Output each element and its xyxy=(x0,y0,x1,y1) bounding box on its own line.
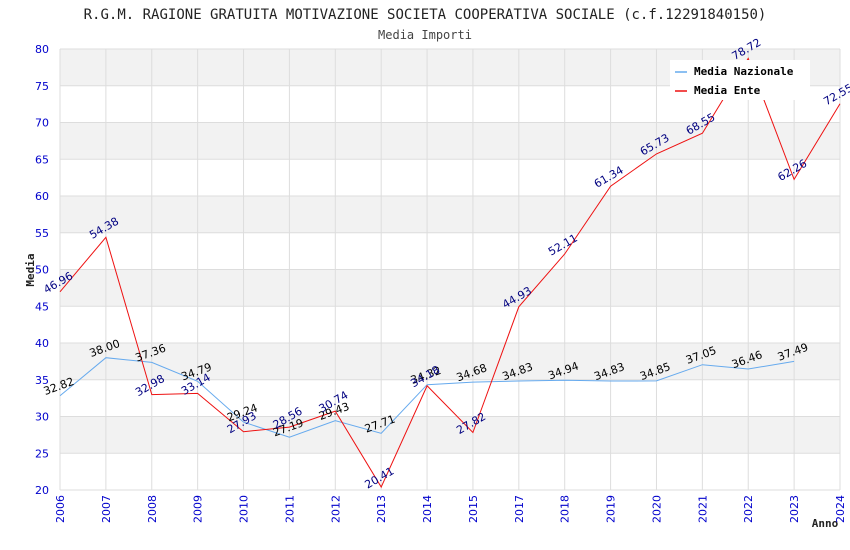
x-tick-label: 2009 xyxy=(192,495,205,523)
x-tick-label: 2020 xyxy=(650,495,663,523)
x-tick-label: 2007 xyxy=(100,495,113,523)
y-tick-label: 25 xyxy=(35,447,49,460)
legend-box xyxy=(670,60,810,100)
plot-band xyxy=(60,306,840,343)
y-tick-label: 35 xyxy=(35,374,49,387)
x-tick-label: 2023 xyxy=(788,495,801,523)
plot-band xyxy=(60,159,840,196)
legend-label-media-ente: Media Ente xyxy=(694,84,761,97)
plot-band xyxy=(60,196,840,233)
x-tick-label: 2014 xyxy=(421,495,434,523)
x-tick-label: 2022 xyxy=(742,495,755,523)
gridlines xyxy=(59,48,841,491)
x-tick-label: 2018 xyxy=(559,495,572,523)
x-tick-label: 2013 xyxy=(375,495,388,523)
y-tick-label: 50 xyxy=(35,264,49,277)
x-tick-label: 2019 xyxy=(605,495,618,523)
x-tick-label: 2008 xyxy=(146,495,159,523)
plot-band xyxy=(60,343,840,380)
series-lines xyxy=(59,57,841,489)
y-tick-label: 55 xyxy=(35,227,49,240)
y-tick-label: 40 xyxy=(35,337,49,350)
y-tick-label: 75 xyxy=(35,80,49,93)
plot-band xyxy=(60,453,840,490)
y-tick-label: 80 xyxy=(35,43,49,56)
x-axis-ticks: 2006 2007 2008 2009 2010 2011 2012 2013 2014 2015… xyxy=(54,495,847,523)
legend: Media Nazionale Media Ente xyxy=(670,60,810,100)
x-tick-label: 2012 xyxy=(329,495,342,523)
y-tick-label: 30 xyxy=(35,411,49,424)
y-tick-label: 20 xyxy=(35,484,49,497)
plot-band xyxy=(60,232,840,270)
x-tick-label: 2015 xyxy=(467,495,480,523)
y-tick-label: 60 xyxy=(35,190,49,203)
x-axis-label: Anno xyxy=(812,517,839,530)
y-tick-label: 70 xyxy=(35,117,49,130)
x-tick-label: 2021 xyxy=(696,495,709,523)
x-tick-label: 2010 xyxy=(238,495,251,523)
plot-band xyxy=(60,416,840,454)
y-axis-ticks: 20 25 30 35 40 45 50 55 60 65 70 75 80 xyxy=(35,43,49,497)
y-tick-label: 65 xyxy=(35,153,49,166)
plot-band xyxy=(60,269,840,307)
y-axis-label: Media xyxy=(24,253,37,286)
series-line-media-nazionale xyxy=(59,357,795,438)
plot-background-bands xyxy=(60,49,840,490)
chart-title: R.G.M. RAGIONE GRATUITA MOTIVAZIONE SOCI… xyxy=(84,7,767,23)
x-tick-label: 2006 xyxy=(54,495,67,523)
y-tick-label: 45 xyxy=(35,300,49,313)
plot-band xyxy=(60,122,840,160)
chart-subtitle: Media Importi xyxy=(378,28,472,42)
plot-band xyxy=(60,379,840,417)
x-tick-label: 2017 xyxy=(513,495,526,523)
x-tick-label: 2011 xyxy=(283,495,296,523)
x-tick-label: 2024 xyxy=(834,495,847,523)
legend-label-media-nazionale: Media Nazionale xyxy=(694,65,794,78)
series-line-media-ente xyxy=(59,57,841,489)
